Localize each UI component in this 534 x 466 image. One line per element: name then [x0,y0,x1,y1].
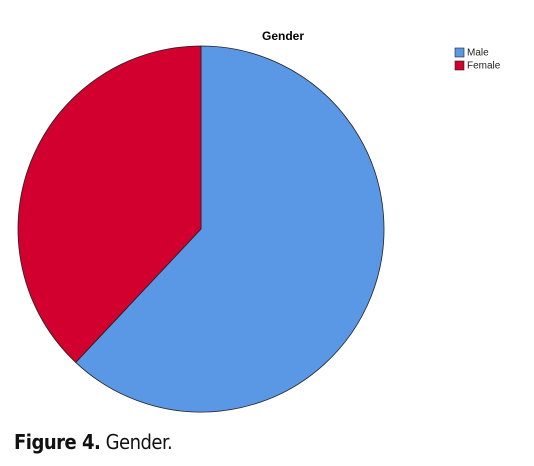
legend-swatch [454,60,465,71]
caption-text: Gender. [105,430,173,454]
chart: Gender Male Female [17,29,501,413]
legend-label: Female [467,61,501,72]
legend-swatch [454,47,465,58]
pie-slice [17,45,202,363]
pie-slice [75,45,385,413]
caption-label: Figure 4. [14,430,101,454]
caption: Figure 4. Gender. [14,430,173,454]
legend-label: Male [467,48,489,59]
chart-title: Gender [262,29,304,43]
